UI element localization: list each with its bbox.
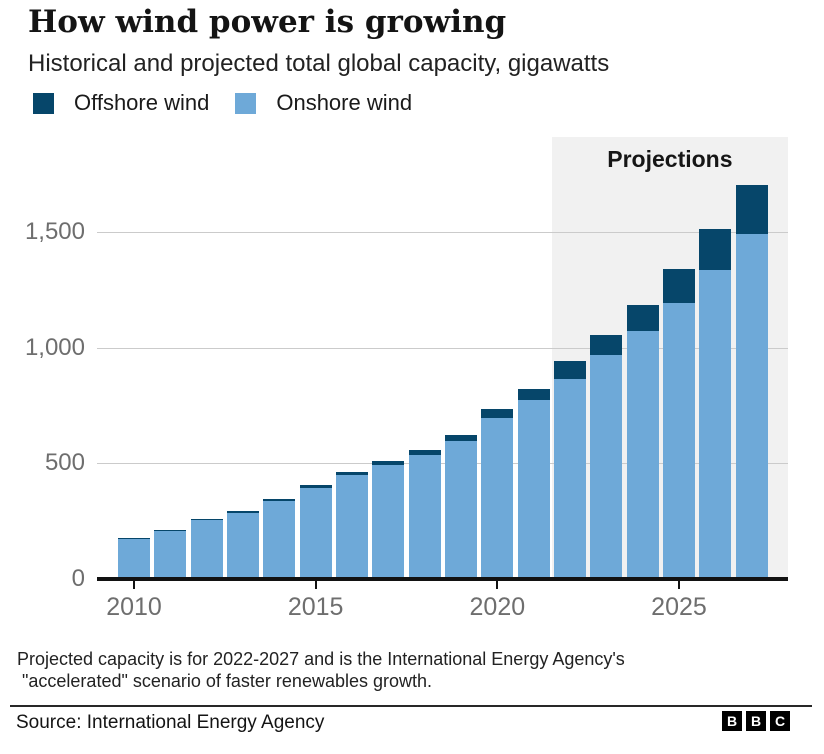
bar-2024-onshore-segment <box>626 331 659 579</box>
x-axis-line <box>97 577 788 581</box>
bar-2016-offshore-segment <box>335 471 368 476</box>
bar-2027-offshore-segment <box>735 185 768 235</box>
y-tick-label-0: 0 <box>71 565 85 592</box>
bar-2026 <box>699 229 732 579</box>
onshore-legend-swatch <box>235 92 257 114</box>
bar-2014-onshore-segment <box>263 501 296 579</box>
bar-2025-onshore-segment <box>662 303 695 579</box>
bar-2017-onshore-segment <box>372 465 405 579</box>
legend-item-onshore: Onshore wind <box>235 90 412 116</box>
legend-item-offshore: Offshore wind <box>33 90 209 116</box>
bar-2010-onshore-segment <box>118 538 150 579</box>
bar-2021-onshore-segment <box>517 399 550 579</box>
bar-2020-onshore-segment <box>481 417 514 579</box>
bbc-logo-block-2: B <box>746 711 766 731</box>
bar-2013-onshore-segment <box>226 512 259 579</box>
bar-2010 <box>118 538 150 579</box>
bar-2011-offshore-segment <box>154 529 187 531</box>
x-tick-2020 <box>496 581 499 589</box>
bar-2022-onshore-segment <box>553 378 586 579</box>
bar-2012-offshore-segment <box>190 519 223 521</box>
bar-2018-offshore-segment <box>408 449 441 456</box>
bar-2025 <box>662 269 695 579</box>
bar-2027 <box>735 185 768 579</box>
y-tick-label-500: 500 <box>44 449 85 477</box>
bar-2010-offshore-segment <box>118 538 150 539</box>
x-tick-2015 <box>314 581 317 589</box>
x-tick-label-2020: 2020 <box>469 593 526 621</box>
x-tick-label-2025: 2025 <box>651 593 707 621</box>
chart-subtitle: Historical and projected total global ca… <box>28 50 610 77</box>
bar-2019-onshore-segment <box>444 441 477 579</box>
bar-2019-offshore-segment <box>444 434 477 442</box>
bar-2015-offshore-segment <box>299 485 332 488</box>
gridline-500 <box>97 463 788 465</box>
x-tick-2025 <box>677 581 680 589</box>
bar-2011 <box>154 529 187 579</box>
bar-2017 <box>372 461 405 579</box>
bar-2026-offshore-segment <box>699 229 732 270</box>
bar-2019 <box>444 434 477 579</box>
bar-2011-onshore-segment <box>154 530 187 579</box>
chart-footnote: Projected capacity is for 2022-2027 and … <box>17 649 625 691</box>
bbc-logo-block-3: C <box>770 711 790 731</box>
y-tick-label-1000: 1,000 <box>24 333 85 361</box>
bar-2014 <box>263 499 296 579</box>
bar-2023-onshore-segment <box>590 355 623 579</box>
bar-2020 <box>481 409 514 579</box>
onshore-legend-label: Onshore wind <box>276 90 413 115</box>
bar-2017-offshore-segment <box>372 461 405 466</box>
y-tick-label-1500: 1,500 <box>24 218 85 245</box>
bar-2022-offshore-segment <box>553 360 586 379</box>
bar-2023 <box>590 334 623 579</box>
footer-divider <box>10 705 812 707</box>
bbc-logo-block-1: B <box>722 711 742 731</box>
x-tick-label-2015: 2015 <box>287 593 344 621</box>
bar-2012-onshore-segment <box>190 520 223 579</box>
gridline-1500 <box>97 232 788 233</box>
bar-2014-offshore-segment <box>263 499 296 502</box>
plot-area: Projections <box>97 137 788 589</box>
bar-2015-onshore-segment <box>299 487 332 579</box>
bar-2013-offshore-segment <box>226 511 259 513</box>
page-title: How wind power is growing <box>28 4 507 40</box>
projections-label: Projections <box>607 146 733 172</box>
bar-2025-offshore-segment <box>662 269 695 304</box>
bar-2026-onshore-segment <box>699 269 732 579</box>
bar-2022 <box>553 360 586 579</box>
bar-2016-onshore-segment <box>335 475 368 579</box>
wind-capacity-stacked-bar-chart: Projections 0 500 1,000 1,500 2010 2015 2020 20… <box>0 130 824 630</box>
x-tick-2010 <box>133 581 135 589</box>
gridline-1000 <box>97 347 788 349</box>
bar-2027-onshore-segment <box>735 234 768 579</box>
bar-2023-offshore-segment <box>590 334 623 356</box>
offshore-legend-label: Offshore wind <box>74 90 210 115</box>
bar-2024 <box>626 304 659 579</box>
bar-2013 <box>226 511 259 579</box>
bar-2018-onshore-segment <box>408 455 441 579</box>
bar-2018 <box>408 449 441 579</box>
bar-2012 <box>190 519 223 579</box>
bar-2020-offshore-segment <box>481 409 514 418</box>
bar-2024-offshore-segment <box>626 304 659 332</box>
bar-2021-offshore-segment <box>517 388 550 400</box>
bar-2016 <box>335 471 368 579</box>
offshore-legend-swatch <box>33 92 54 114</box>
bar-2015 <box>299 485 332 579</box>
bar-2021 <box>517 388 550 579</box>
chart-legend: Offshore wind Onshore wind <box>33 90 412 116</box>
source-attribution: Source: International Energy Agency <box>16 712 325 733</box>
x-tick-label-2010: 2010 <box>106 593 162 621</box>
